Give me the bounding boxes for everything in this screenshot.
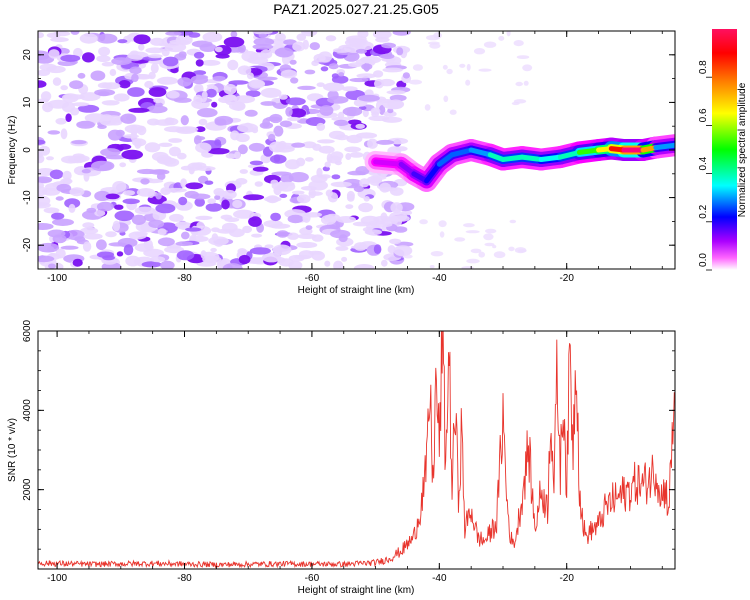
bottom-y-axis: 2000 4000 6000 xyxy=(22,319,675,550)
y-tick-label: -10 xyxy=(22,190,33,205)
colorbar-tick-label: 0.0 xyxy=(698,253,709,267)
ridge-segment xyxy=(468,147,493,158)
top-y-axis: -20 -10 0 10 20 xyxy=(22,30,675,270)
x-tick-label: -80 xyxy=(177,273,192,284)
y-tick-label: -20 xyxy=(22,238,33,253)
ridge-segment xyxy=(373,159,404,167)
y-tick-label: 0 xyxy=(22,147,33,153)
x-tick-label: -100 xyxy=(47,573,67,584)
y-tick-label: 20 xyxy=(22,49,33,61)
colorbar-tick-label: 0.4 xyxy=(698,156,709,170)
ridge-segment xyxy=(538,154,563,162)
x-tick-label: -80 xyxy=(177,573,192,584)
x-tick-label: -60 xyxy=(305,573,320,584)
colorbar-gradient xyxy=(712,29,737,270)
ridge-segment xyxy=(519,154,544,162)
ridge-segment xyxy=(398,161,417,177)
colorbar-label: Normalized spectral amplitude xyxy=(737,82,748,217)
snr-frame xyxy=(37,330,676,570)
ridge-segment xyxy=(424,161,442,184)
ridge-segment xyxy=(557,149,582,160)
x-tick-label: -40 xyxy=(432,273,447,284)
signal-ridge xyxy=(364,134,675,192)
snr-series-line xyxy=(38,331,675,569)
colorbar-tick-label: 0.8 xyxy=(698,60,709,74)
top-ylabel: Frequency (Hz) xyxy=(7,116,18,185)
ridge-segment xyxy=(653,142,675,151)
colorbar-tick-label: 0.2 xyxy=(698,204,709,218)
snr-panel: -100 -80 -60 -40 -20 2000 4000 6000 Height of … xyxy=(7,319,676,596)
x-tick-label: -60 xyxy=(305,273,320,284)
figure-title: PAZ1.2025.027.21.25.G05 xyxy=(273,1,439,17)
ridge-segment xyxy=(449,147,474,158)
bottom-ylabel: SNR (10 * v/v) xyxy=(7,418,18,482)
x-tick-label: -20 xyxy=(559,573,574,584)
y-tick-label: 2000 xyxy=(22,478,33,501)
y-tick-label: 6000 xyxy=(22,319,33,342)
bottom-x-axis: -100 -80 -60 -40 -20 xyxy=(47,331,663,584)
bottom-xlabel: Height of straight line (km) xyxy=(298,585,415,596)
x-tick-label: -40 xyxy=(432,573,447,584)
x-tick-label: -100 xyxy=(47,273,67,284)
ridge-segment xyxy=(576,147,602,155)
top-xlabel: Height of straight line (km) xyxy=(298,285,415,296)
ridge-segment xyxy=(500,154,525,162)
y-tick-label: 10 xyxy=(22,96,33,108)
colorbar: 0.0 0.2 0.4 0.6 0.8 Normalized spectral ampl… xyxy=(698,29,748,271)
colorbar-tick-label: 0.6 xyxy=(698,108,709,122)
top-x-axis: -100 -80 -60 -40 -20 xyxy=(47,31,663,284)
ridge-segment xyxy=(436,152,455,167)
noise-field xyxy=(38,31,533,269)
x-tick-label: -20 xyxy=(559,273,574,284)
colorbar-ticks: 0.0 0.2 0.4 0.6 0.8 xyxy=(698,60,712,271)
y-tick-label: 4000 xyxy=(22,399,33,422)
